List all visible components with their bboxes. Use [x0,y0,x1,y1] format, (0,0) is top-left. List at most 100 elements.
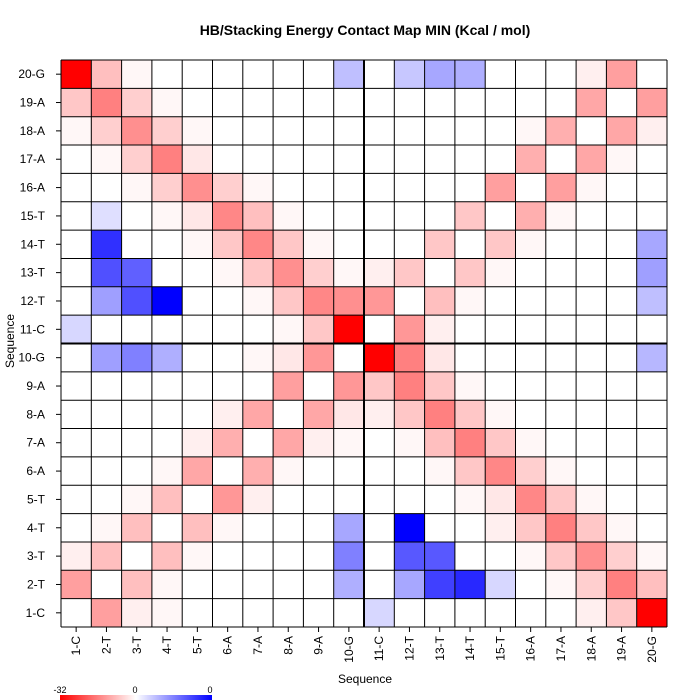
y-tick-label: 7-A [26,436,45,450]
heatmap-cell-4-T-2-T [91,513,122,542]
heatmap-cell-18-A-19-A [606,116,637,146]
y-tick-label: 6-A [26,464,45,478]
y-tick-label: 3-T [27,549,46,563]
colorbar-label-min: -32 [53,685,66,695]
heatmap-cell-6-A-17-A [545,456,577,486]
heatmap-cell-6-A-8-A [273,456,304,486]
x-tick-label: 16-A [524,636,538,661]
heatmap-cell-3-T-1-C [61,541,92,571]
x-tick-label: 3-T [130,635,144,654]
heatmap-cell-18-A-4-T [151,116,183,146]
colorbar-label-max: 0 [207,685,212,695]
heatmap-cell-13-T-7-A [242,258,274,287]
x-tick-label: 12-T [402,635,416,660]
heatmap-cell-9-A-11-C [364,371,395,401]
heatmap-cell-20-G-2-T [91,60,122,89]
x-tick-label: 7-A [251,636,265,655]
y-tick-label: 20-G [18,67,45,81]
heatmap-cell-1-C-3-T [121,598,152,627]
heatmap-cell-3-T-19-A [606,541,637,571]
heatmap-cell-2-T-12-T [394,570,425,599]
x-tick-label: 14-T [463,635,477,660]
x-tick-label: 4-T [160,635,174,654]
heatmap-cell-8-A-15-T [485,400,516,429]
y-tick-label: 13-T [20,266,45,280]
heatmap-cell-14-T-8-A [273,230,304,259]
heatmap-cell-1-C-2-T [91,598,122,627]
heatmap-cell-14-T-16-A [515,230,546,259]
heatmap-cell-6-A-5-T [182,456,213,486]
y-tick-label: 17-A [20,152,45,166]
colorbar-label-mid: 0 [132,685,137,695]
heatmap-cell-11-C-1-C [61,315,92,344]
heatmap-cell-18-A-1-C [61,116,92,146]
heatmap-cell-15-T-5-T [182,201,213,231]
heatmap-cell-2-T-1-C [61,570,92,599]
heatmap-cell-15-T-14-T [454,201,486,231]
heatmap-cell-4-T-3-T [121,513,152,542]
heatmap-cell-1-C-20-G [636,598,667,627]
heatmap-cell-7-A-10-G [333,428,364,457]
heatmap-cell-14-T-6-A [212,230,243,259]
x-tick-label: 2-T [99,635,113,654]
heatmap-cell-12-T-2-T [91,286,122,316]
heatmap-cell-3-T-16-A [515,541,546,571]
heatmap-grid [60,59,668,628]
heatmap-cell-2-T-20-G [636,570,667,599]
heatmap-cell-13-T-11-C [364,258,395,287]
heatmap-cell-6-A-16-A [515,456,546,486]
heatmap-cell-11-C-10-G [333,315,364,344]
heatmap-cell-4-T-18-A [576,513,607,542]
colorbar: -32 0 0 [53,685,213,700]
heatmap-cell-11-C-9-A [303,315,334,344]
heatmap-cell-5-T-15-T [485,485,516,514]
heatmap-cell-5-T-18-A [576,485,607,514]
heatmap-cell-15-T-2-T [91,201,122,231]
heatmap-cell-3-T-18-A [576,541,607,571]
heatmap-cell-13-T-8-A [273,258,304,287]
heatmap-cell-4-T-19-A [606,513,637,542]
heatmap-cell-8-A-10-G [333,400,364,429]
heatmap-cell-8-A-13-T [424,400,455,429]
heatmap-cell-5-T-14-T [454,485,486,514]
heatmap-cell-2-T-13-T [424,570,455,599]
heatmap-cell-7-A-14-T [454,428,486,457]
heatmap-cell-18-A-2-T [91,116,122,146]
heatmap-cell-2-T-10-G [333,570,364,599]
heatmap-cell-9-A-14-T [454,371,486,401]
heatmap-cell-10-G-3-T [121,343,152,372]
x-tick-label: 1-C [69,636,83,656]
heatmap-cell-17-A-19-A [606,145,637,174]
x-tick-label: 18-A [584,636,598,661]
heatmap-cell-3-T-10-G [333,541,364,571]
heatmap-cell-14-T-5-T [182,230,213,259]
heatmap-cell-10-G-20-G [636,343,667,372]
heatmap-cell-18-A-5-T [182,116,213,146]
heatmap-cell-3-T-17-A [545,541,577,571]
heatmap-cell-12-T-10-G [333,286,364,316]
heatmap-cell-13-T-6-A [212,258,243,287]
heatmap-cell-19-A-3-T [121,88,152,117]
heatmap-cell-3-T-20-G [636,541,667,571]
heatmap-cell-14-T-7-A [242,230,274,259]
heatmap-cell-20-G-10-G [333,60,364,89]
heatmap-cell-7-A-12-T [394,428,425,457]
heatmap-cell-2-T-19-A [606,570,637,599]
heatmap-cell-6-A-14-T [454,456,486,486]
heatmap-cell-15-T-6-A [212,201,243,231]
heatmap-cell-8-A-11-C [364,400,395,429]
heatmap-cell-20-G-3-T [121,60,152,89]
heatmap-cell-10-G-8-A [273,343,304,372]
heatmap-cell-12-T-4-T [151,286,183,316]
heatmap-cell-18-A-20-G [636,116,667,146]
heatmap-cell-14-T-9-A [303,230,334,259]
heatmap-cell-14-T-15-T [485,230,516,259]
heatmap-cell-16-A-4-T [151,173,183,202]
heatmap-cell-14-T-2-T [91,230,122,259]
heatmap-cell-17-A-18-A [576,145,607,174]
heatmap-cell-8-A-12-T [394,400,425,429]
heatmap-cell-20-G-1-C [61,60,92,89]
heatmap-cell-9-A-13-T [424,371,455,401]
heatmap-cell-16-A-7-A [242,173,274,202]
